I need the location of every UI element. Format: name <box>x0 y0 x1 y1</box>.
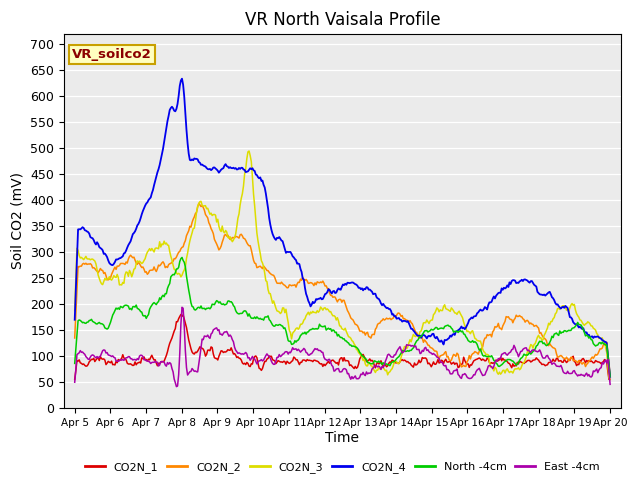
Text: VR_soilco2: VR_soilco2 <box>72 48 152 61</box>
X-axis label: Time: Time <box>325 431 360 444</box>
Title: VR North Vaisala Profile: VR North Vaisala Profile <box>244 11 440 29</box>
Y-axis label: Soil CO2 (mV): Soil CO2 (mV) <box>11 172 25 269</box>
Legend: CO2N_1, CO2N_2, CO2N_3, CO2N_4, North -4cm, East -4cm: CO2N_1, CO2N_2, CO2N_3, CO2N_4, North -4… <box>81 457 604 477</box>
